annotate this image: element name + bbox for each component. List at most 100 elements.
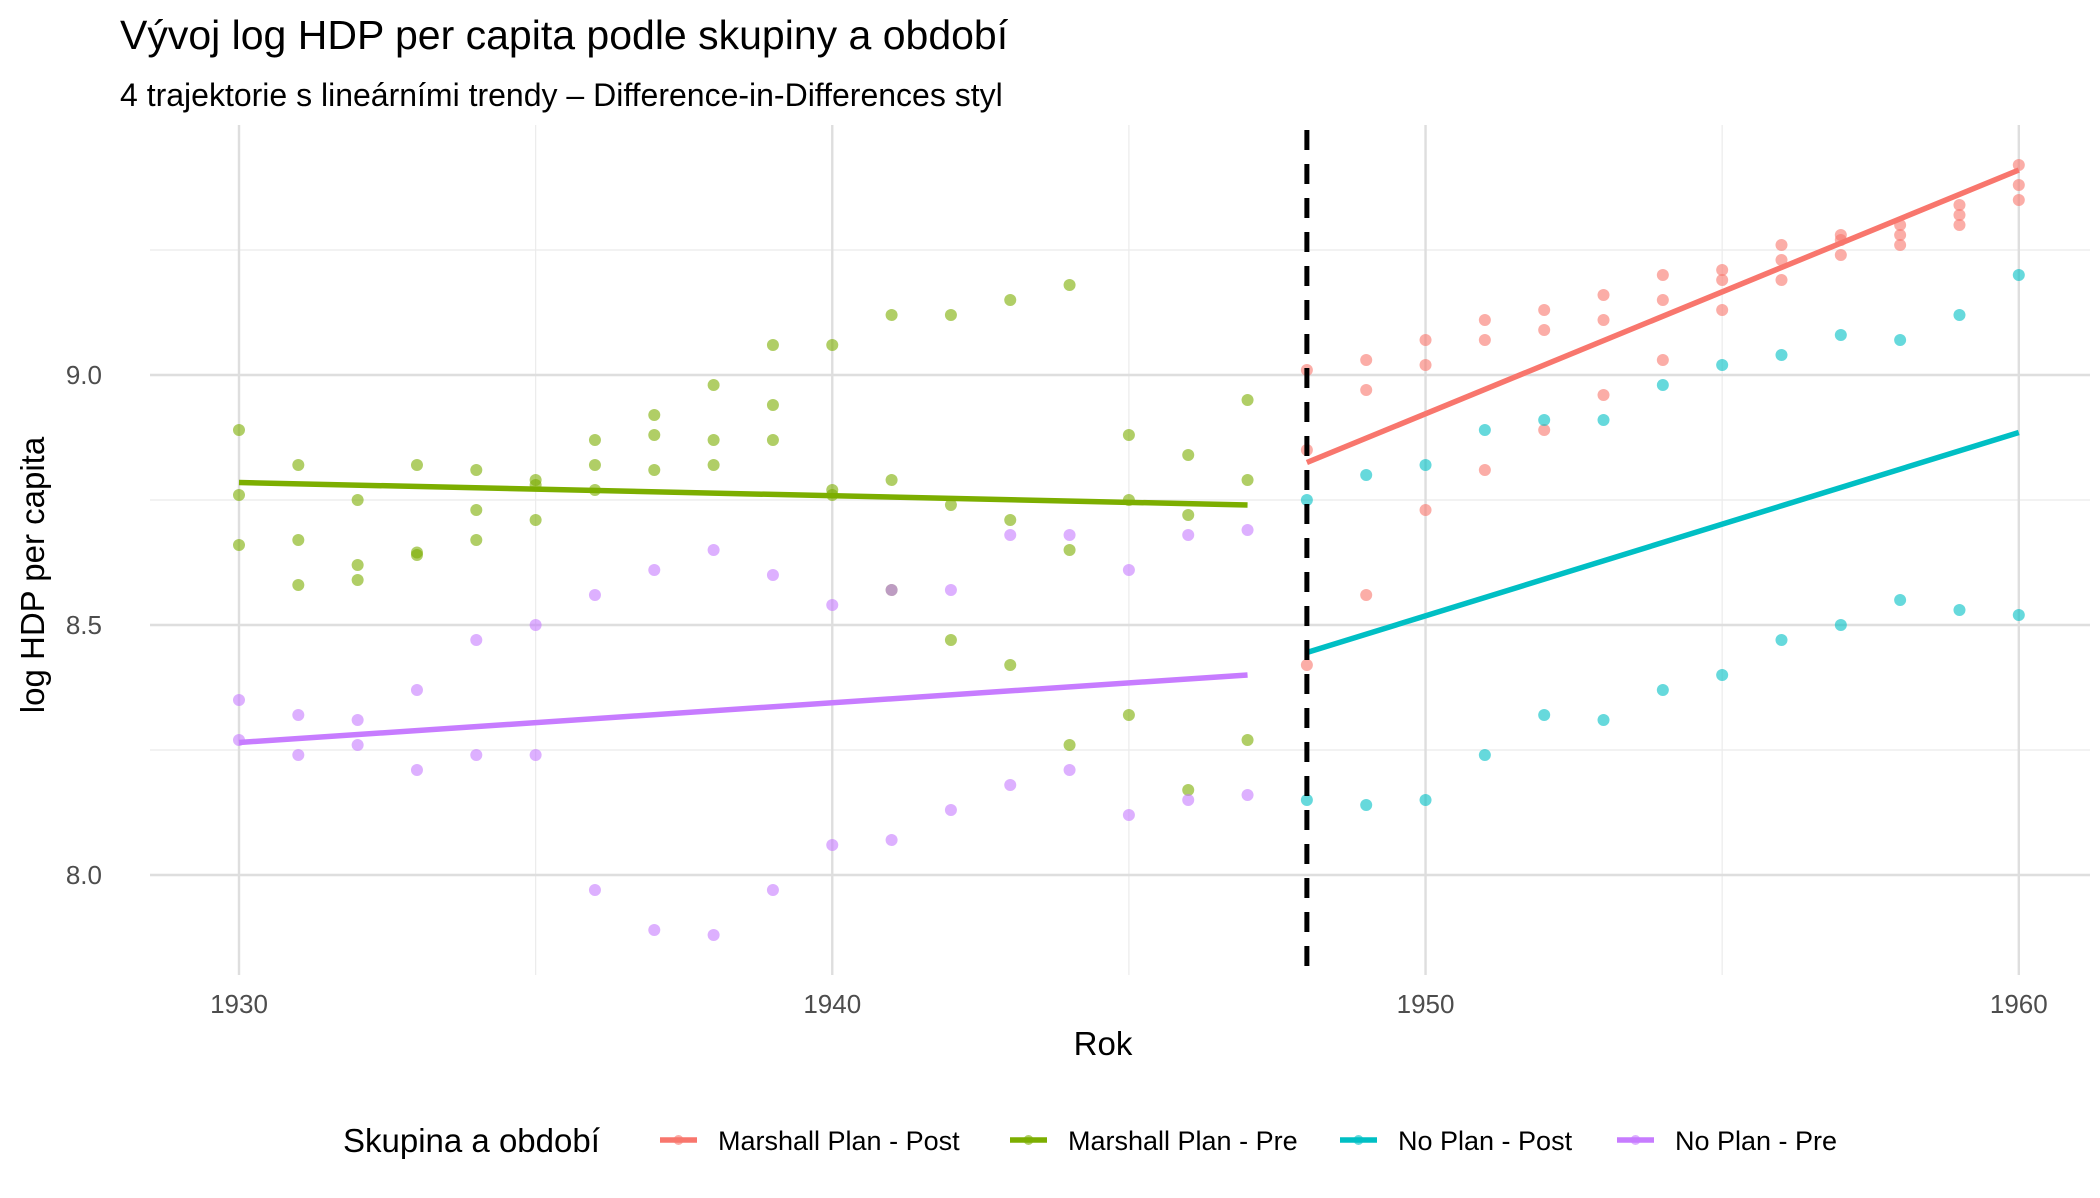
- data-point: [1894, 334, 1907, 346]
- data-point: [1775, 349, 1788, 361]
- data-point: [1538, 709, 1551, 721]
- data-point: [1716, 264, 1729, 276]
- trend-line: [1305, 167, 2020, 466]
- data-point: [2012, 179, 2025, 191]
- data-point: [1419, 334, 1432, 346]
- data-point: [1656, 379, 1669, 391]
- data-point: [1656, 354, 1669, 366]
- data-point: [1834, 329, 1847, 341]
- data-point: [1004, 529, 1017, 541]
- data-point: [351, 559, 364, 571]
- data-point: [944, 634, 957, 646]
- data-point: [766, 884, 779, 896]
- data-point: [885, 474, 898, 486]
- chart-subtitle: 4 trajektorie s lineárními trendy – Diff…: [120, 77, 1003, 113]
- legend-key-point: [1023, 1135, 1034, 1145]
- data-point: [1538, 414, 1551, 426]
- data-point: [410, 459, 423, 471]
- data-point: [470, 504, 483, 516]
- data-point: [1063, 764, 1076, 776]
- legend-key-point: [1353, 1135, 1364, 1145]
- data-point: [1241, 524, 1254, 536]
- data-point: [1122, 809, 1135, 821]
- data-point: [1122, 564, 1135, 576]
- data-point: [1656, 294, 1669, 306]
- data-point: [1063, 529, 1076, 541]
- data-point: [1300, 794, 1313, 806]
- data-point: [885, 584, 898, 596]
- data-point: [1656, 269, 1669, 281]
- data-point: [707, 379, 720, 391]
- data-point: [1241, 789, 1254, 801]
- data-point: [1360, 799, 1373, 811]
- data-point: [1241, 394, 1254, 406]
- data-point: [1716, 359, 1729, 371]
- data-point: [1597, 714, 1610, 726]
- data-point: [648, 464, 661, 476]
- data-point: [1775, 274, 1788, 286]
- data-point: [2012, 269, 2025, 281]
- data-point: [1360, 589, 1373, 601]
- data-point: [1300, 494, 1313, 506]
- trend-line: [1306, 429, 2020, 656]
- data-point: [1953, 309, 1966, 321]
- data-point: [885, 309, 898, 321]
- data-point: [648, 564, 661, 576]
- data-point: [648, 924, 661, 936]
- data-point: [944, 584, 957, 596]
- data-point: [2012, 609, 2025, 621]
- legend-label: No Plan - Pre: [1675, 1126, 1837, 1156]
- data-point: [1953, 219, 1966, 231]
- data-point: [529, 514, 542, 526]
- data-point: [1716, 274, 1729, 286]
- data-point: [1894, 229, 1907, 241]
- data-point: [1419, 459, 1432, 471]
- data-point: [1182, 794, 1195, 806]
- data-point: [826, 599, 839, 611]
- data-point: [1004, 779, 1017, 791]
- data-point: [1063, 279, 1076, 291]
- data-point: [1004, 294, 1017, 306]
- data-point: [1300, 659, 1313, 671]
- data-point: [648, 429, 661, 441]
- legend-title: Skupina a období: [343, 1122, 600, 1159]
- x-tick-label: 1940: [803, 989, 861, 1019]
- data-point: [1122, 429, 1135, 441]
- data-point: [1063, 739, 1076, 751]
- data-point: [351, 714, 364, 726]
- data-point: [1182, 449, 1195, 461]
- data-point: [944, 499, 957, 511]
- data-point: [766, 339, 779, 351]
- data-point: [470, 464, 483, 476]
- data-point: [529, 619, 542, 631]
- data-point: [1538, 304, 1551, 316]
- data-point: [232, 489, 245, 501]
- data-point: [707, 929, 720, 941]
- data-point: [1478, 749, 1491, 761]
- data-point: [766, 434, 779, 446]
- x-tick-label: 1960: [1990, 989, 2048, 1019]
- data-point: [1597, 314, 1610, 326]
- data-point: [351, 574, 364, 586]
- x-tick-label: 1950: [1397, 989, 1455, 1019]
- data-point: [470, 634, 483, 646]
- data-point: [470, 749, 483, 761]
- data-point: [1834, 619, 1847, 631]
- data-point: [1775, 239, 1788, 251]
- data-point: [351, 739, 364, 751]
- legend-key-point: [673, 1135, 684, 1145]
- data-point: [1478, 334, 1491, 346]
- data-point: [1122, 709, 1135, 721]
- x-axis-label: Rok: [1074, 1025, 1133, 1062]
- data-point: [1241, 474, 1254, 486]
- data-point: [1775, 254, 1788, 266]
- data-point: [1894, 239, 1907, 251]
- data-point: [232, 424, 245, 436]
- data-point: [885, 834, 898, 846]
- data-point: [1360, 354, 1373, 366]
- data-point: [588, 434, 601, 446]
- data-point: [944, 804, 957, 816]
- data-point: [1716, 304, 1729, 316]
- data-point: [1953, 209, 1966, 221]
- chart-title: Vývoj log HDP per capita podle skupiny a…: [120, 12, 1009, 58]
